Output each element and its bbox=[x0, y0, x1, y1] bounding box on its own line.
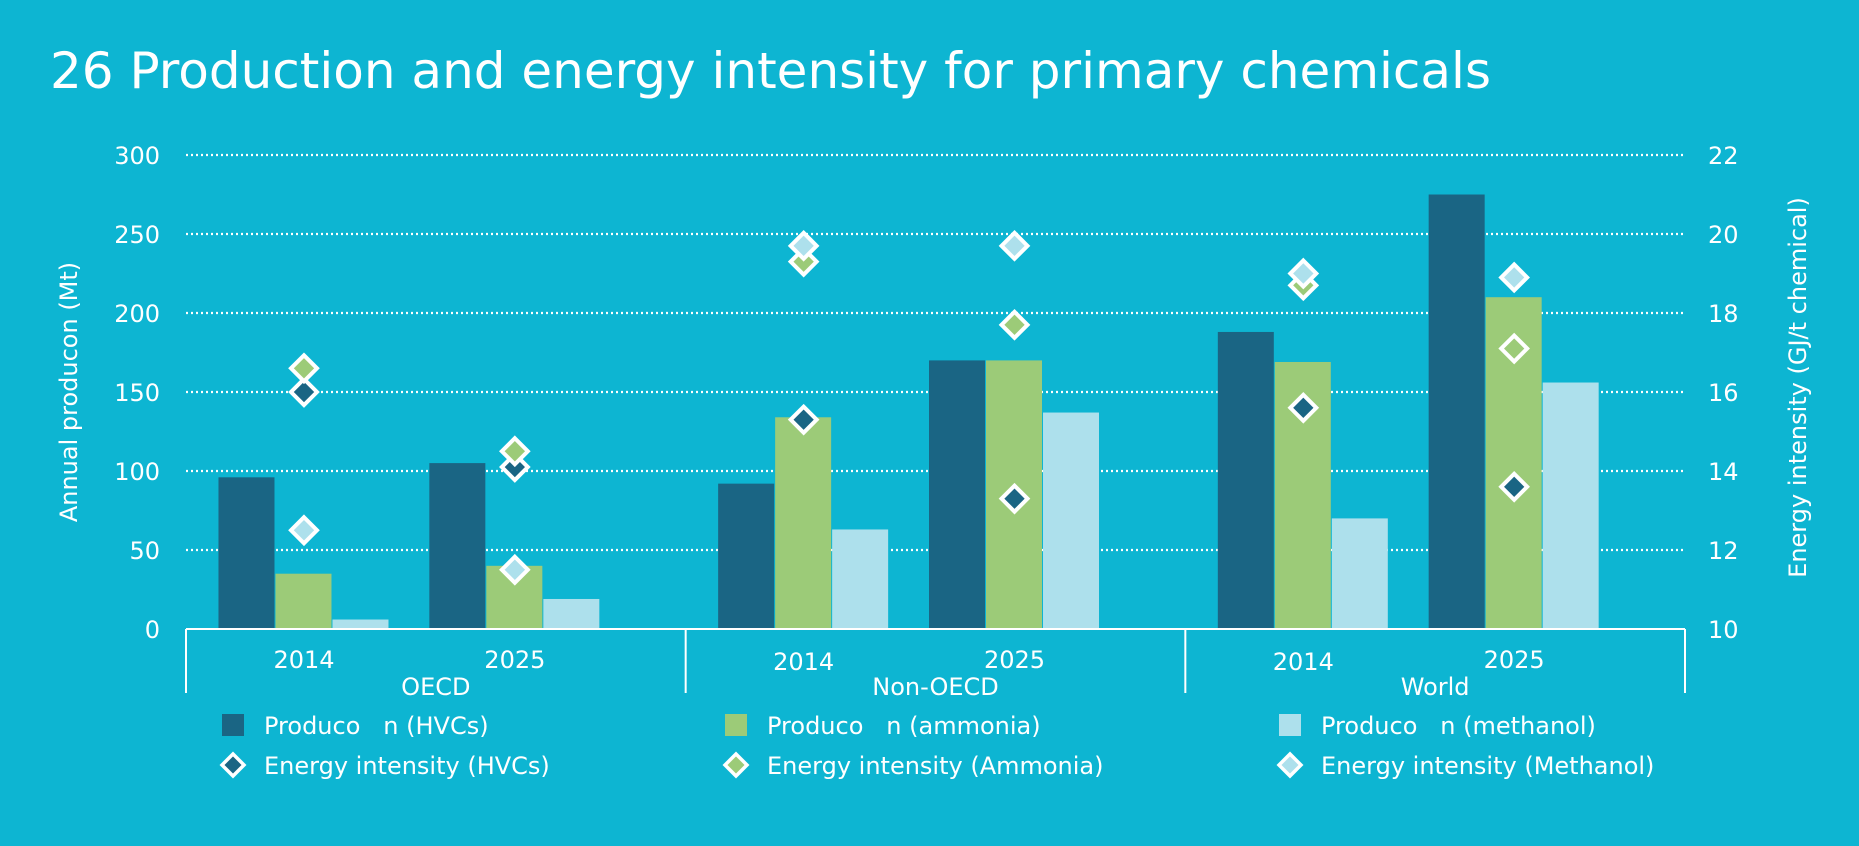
marker-ammonia-oecd-2025 bbox=[499, 435, 531, 468]
marker-methanol-world-2025 bbox=[1498, 261, 1530, 294]
legend-label: Produco n (methanol) bbox=[1321, 712, 1596, 740]
right-tick-label: 10 bbox=[1708, 616, 1739, 644]
bar-methanol-world-2025 bbox=[1542, 382, 1599, 629]
x-tick-label-year: 2025 bbox=[1484, 646, 1545, 674]
legend-label: Energy intensity (Methanol) bbox=[1321, 752, 1654, 780]
markers-layer bbox=[288, 230, 1530, 586]
bars-layer bbox=[218, 194, 1599, 629]
legend-label: Energy intensity (HVCs) bbox=[264, 752, 550, 780]
right-tick-label: 12 bbox=[1708, 537, 1739, 565]
left-tick-label: 200 bbox=[114, 300, 160, 328]
right-tick-label: 14 bbox=[1708, 458, 1739, 486]
legend-marker-icon bbox=[722, 751, 750, 779]
legend-swatch bbox=[222, 714, 244, 736]
bar-methanol-nonoecd-2025 bbox=[1043, 412, 1100, 629]
bar-hvcs-nonoecd-2014 bbox=[718, 483, 775, 629]
right-tick-label: 18 bbox=[1708, 300, 1739, 328]
x-tick-label-year: 2014 bbox=[273, 646, 334, 674]
marker-ammonia-world-2025 bbox=[1498, 332, 1530, 365]
x-group-label: World bbox=[1401, 673, 1470, 701]
bar-methanol-world-2014 bbox=[1331, 518, 1388, 629]
marker-methanol-oecd-2025 bbox=[499, 553, 531, 586]
bar-ammonia-nonoecd-2014 bbox=[775, 417, 832, 629]
marker-methanol-oecd-2014 bbox=[288, 514, 320, 547]
right-tick-label: 16 bbox=[1708, 379, 1739, 407]
x-group-label: OECD bbox=[401, 673, 470, 701]
legend-label: Produco n (ammonia) bbox=[767, 712, 1041, 740]
legend-label: Produco n (HVCs) bbox=[264, 712, 489, 740]
right-tick-label: 20 bbox=[1708, 221, 1739, 249]
right-tick-label: 22 bbox=[1708, 142, 1739, 170]
axis-layer: 0 50 100 150 200 250 300 10 12 14 16 18 20 22 Annual p… bbox=[55, 142, 1812, 701]
left-tick-label: 50 bbox=[129, 537, 160, 565]
left-tick-label: 300 bbox=[114, 142, 160, 170]
marker-ammonia-nonoecd-2025 bbox=[998, 309, 1031, 341]
marker-hvcs-oecd-2014 bbox=[288, 376, 320, 408]
left-tick-label: 100 bbox=[114, 458, 160, 486]
legend-label: Energy intensity (Ammonia) bbox=[767, 752, 1104, 780]
y-axis-label-left: Annual producon (Mt) bbox=[55, 262, 83, 522]
marker-hvcs-nonoecd-2014 bbox=[787, 403, 820, 436]
marker-ammonia-oecd-2014 bbox=[288, 352, 320, 385]
marker-methanol-nonoecd-2025 bbox=[998, 230, 1031, 262]
x-tick-label-year: 2014 bbox=[773, 648, 834, 676]
legend: Produco n (HVCs) Produco n (ammonia) Produ… bbox=[219, 712, 1654, 780]
bar-methanol-oecd-2014 bbox=[332, 619, 389, 629]
marker-hvcs-nonoecd-2025 bbox=[998, 482, 1031, 515]
chart-title: 26 Production and energy intensity for p… bbox=[50, 42, 1491, 100]
bar-ammonia-oecd-2014 bbox=[275, 573, 332, 629]
legend-marker-icon bbox=[1276, 751, 1304, 779]
x-group-label: Non-OECD bbox=[872, 673, 998, 701]
legend-marker-icon bbox=[219, 751, 247, 779]
x-tick-label-year: 2025 bbox=[984, 646, 1045, 674]
left-tick-label: 250 bbox=[114, 221, 160, 249]
bar-hvcs-world-2025 bbox=[1428, 194, 1485, 629]
left-tick-label: 0 bbox=[145, 616, 160, 644]
bar-hvcs-world-2014 bbox=[1217, 331, 1274, 629]
legend-swatch bbox=[1279, 714, 1301, 736]
legend-swatch bbox=[725, 714, 747, 736]
bar-methanol-oecd-2025 bbox=[543, 598, 600, 629]
bar-methanol-nonoecd-2014 bbox=[832, 529, 889, 629]
marker-hvcs-world-2014 bbox=[1287, 391, 1320, 424]
y-axis-label-right: Energy intensity (GJ/t chemical) bbox=[1784, 197, 1812, 578]
x-tick-label-year: 2025 bbox=[484, 646, 545, 674]
left-tick-label: 150 bbox=[114, 379, 160, 407]
marker-hvcs-world-2025 bbox=[1498, 470, 1530, 503]
bar-hvcs-nonoecd-2025 bbox=[929, 360, 986, 629]
marker-methanol-nonoecd-2014 bbox=[787, 230, 820, 262]
bar-hvcs-oecd-2014 bbox=[218, 477, 275, 629]
bar-hvcs-oecd-2025 bbox=[429, 463, 486, 629]
marker-methanol-world-2014 bbox=[1287, 257, 1320, 290]
x-tick-label-year: 2014 bbox=[1273, 648, 1334, 676]
